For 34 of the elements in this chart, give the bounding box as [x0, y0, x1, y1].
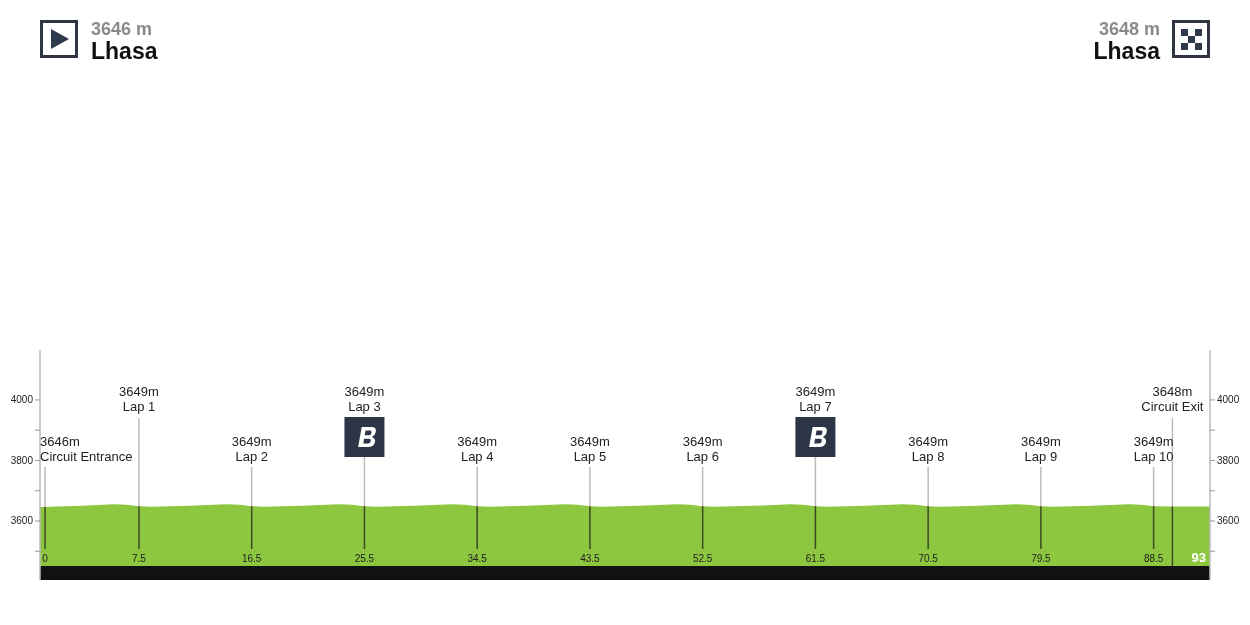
annotation: 3649m Lap 9: [1021, 434, 1061, 464]
annotation: 3649m Lap 6: [682, 434, 723, 464]
x-tick-label: 52.5: [692, 553, 713, 564]
y2-tick-label: 3600: [1217, 515, 1240, 527]
x-tick-label: 61.5: [805, 553, 826, 564]
text: Lhasa: [91, 38, 158, 64]
annotation: 3649m Lap 7: [795, 384, 836, 414]
y-tick-label: 3600: [10, 515, 34, 527]
annotation: 3648m Circuit Exit: [1141, 384, 1204, 414]
x-tick-label: 79.5: [1031, 553, 1052, 564]
x-tick-label: 43.5: [580, 553, 601, 564]
annotation: 3646m Circuit Entrance: [40, 434, 133, 464]
annotation: 3649m Lap 4: [457, 434, 498, 464]
annotation: 3649m Lap 5: [570, 434, 610, 464]
y2-tick-label: 4000: [1217, 394, 1240, 406]
text: 3648 m: [1098, 19, 1160, 39]
x-tick-label: 70.5: [918, 553, 939, 564]
text: Lhasa: [1093, 38, 1161, 64]
x-tick-label: 16.5: [241, 553, 262, 564]
annotation: 3649m Lap 8: [908, 434, 949, 464]
annotation: 3649m Lap 1: [119, 384, 159, 414]
annotation: 3649m Lap 10: [1133, 434, 1174, 464]
y2-tick-label: 3800: [1217, 454, 1240, 466]
annotation: 3649m Lap 3: [344, 384, 385, 414]
x-tick-label: 0: [42, 553, 49, 564]
annotation: 3649m Lap 2: [231, 434, 272, 464]
y-tick-label: 3800: [10, 454, 34, 466]
annotation: 93: [1191, 550, 1206, 565]
text: 3646 m: [91, 19, 153, 39]
x-tick-label: 34.5: [467, 553, 488, 564]
x-tick-label: 88.5: [1143, 553, 1164, 564]
y-tick-label: 4000: [10, 394, 34, 406]
x-tick-label: 7.5: [132, 553, 147, 564]
x-tick-label: 25.5: [354, 553, 375, 564]
